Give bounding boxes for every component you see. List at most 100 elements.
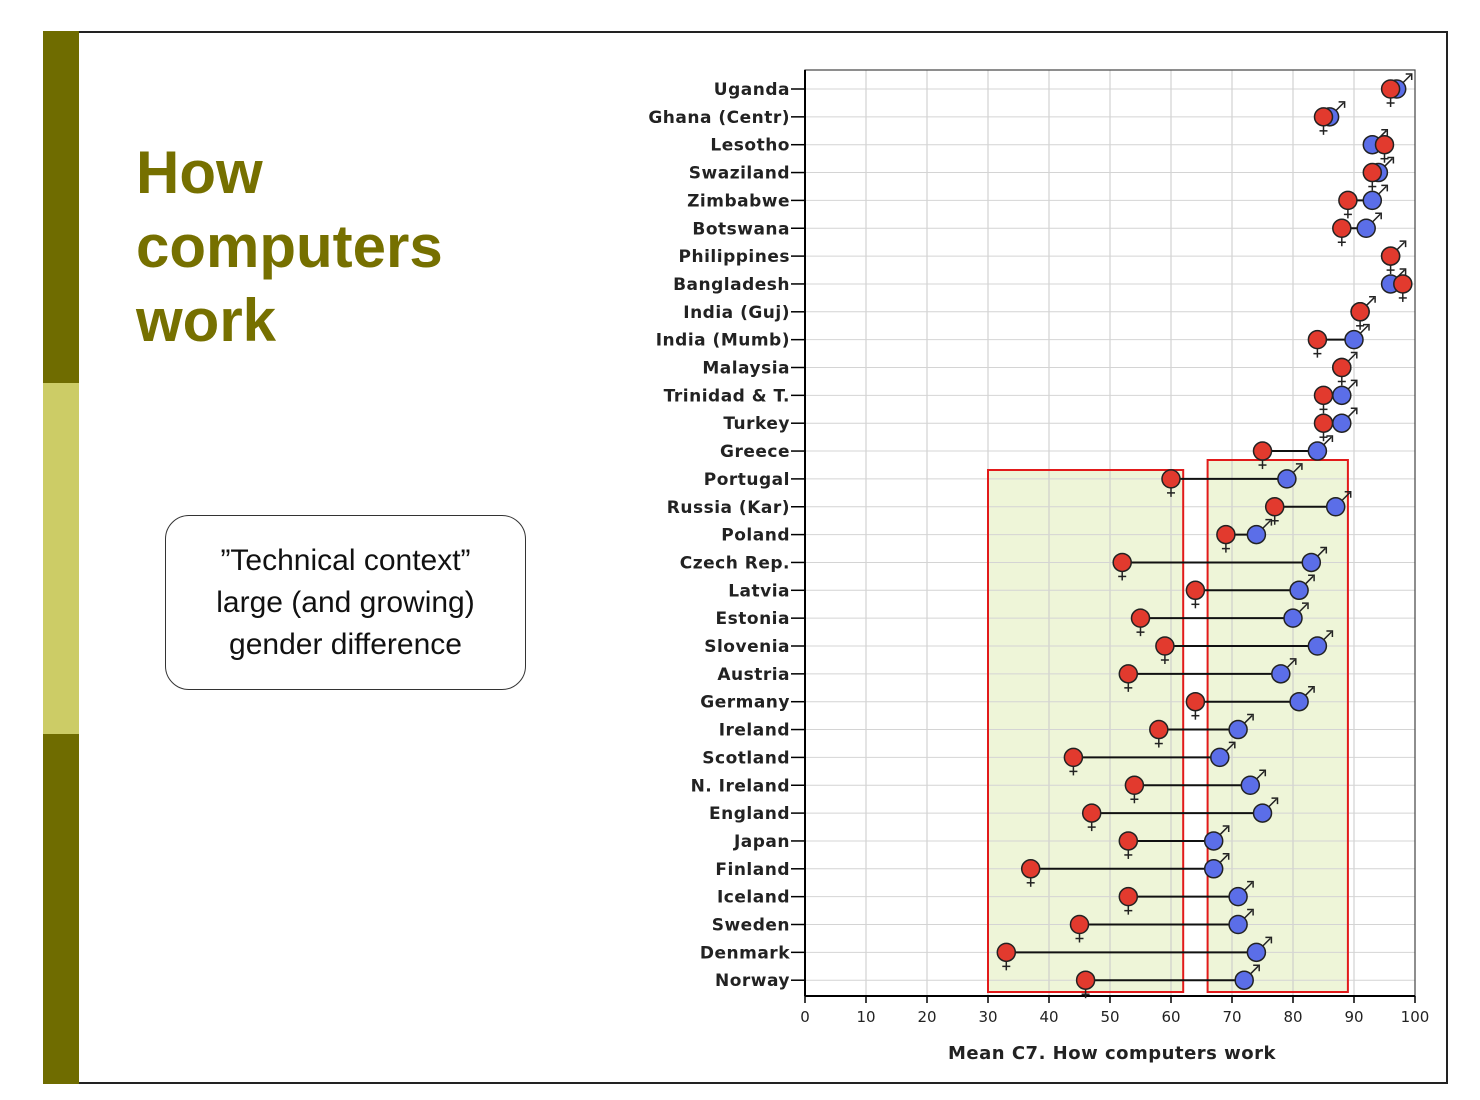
x-tick-label: 100: [1401, 1008, 1430, 1026]
x-tick-label: 80: [1283, 1008, 1302, 1026]
female-point: [1112, 552, 1132, 573]
category-label: Greece: [720, 442, 790, 462]
male-point: [1325, 497, 1346, 517]
female-point: [1185, 691, 1206, 712]
male-symbol-arrowhead: [1350, 407, 1358, 415]
slide-title-line: How: [136, 139, 263, 206]
highlight-box-outline: [1206, 459, 1349, 993]
male-point: [1301, 552, 1322, 573]
x-tick-label: 30: [978, 1008, 997, 1026]
male-point: [1277, 469, 1297, 489]
male-symbol-arrowhead: [1222, 853, 1230, 860]
category-label: Ireland: [719, 721, 790, 741]
male-symbol-arrowhead: [1381, 128, 1389, 136]
female-point: [1185, 580, 1206, 601]
female-point: [1313, 107, 1334, 127]
category-label: Japan: [733, 832, 790, 852]
female-point: [1216, 524, 1236, 545]
male-symbol-arrow: [1292, 464, 1302, 474]
male-symbol-arrowhead: [1265, 936, 1273, 944]
female-point: [1020, 859, 1041, 879]
male-symbol-arrow: [1322, 436, 1332, 446]
male-symbol-arrowhead: [1375, 212, 1382, 220]
x-tick-label: 90: [1344, 1008, 1363, 1026]
male-symbol-arrow: [1261, 520, 1271, 530]
male-point: [1228, 719, 1248, 740]
male-point: [1332, 413, 1352, 433]
female-point: [1161, 469, 1181, 489]
female-point: [1264, 497, 1285, 517]
slide-title-line: computers: [136, 213, 443, 280]
female-point: [1362, 162, 1383, 183]
callout-line: large (and growing): [216, 585, 475, 619]
category-label: Lesotho: [710, 136, 790, 156]
male-point: [1362, 190, 1383, 211]
male-symbol-arrowhead: [1387, 156, 1395, 164]
male-point: [1307, 441, 1328, 461]
male-symbol-arrowhead: [1350, 379, 1358, 387]
male-symbol-arrow: [1322, 631, 1332, 641]
male-point: [1228, 914, 1248, 935]
male-symbol-arrowhead: [1271, 797, 1279, 805]
male-point: [1203, 831, 1224, 851]
male-symbol-arrow: [1377, 185, 1387, 195]
x-tick-label: 60: [1161, 1008, 1180, 1026]
male-point: [1252, 803, 1273, 823]
category-label: N. Ireland: [691, 776, 790, 796]
male-symbol-arrowhead: [1259, 769, 1267, 777]
female-point: [1313, 413, 1334, 433]
category-label: Swaziland: [689, 164, 790, 184]
female-point: [1063, 747, 1084, 768]
male-point: [1246, 942, 1267, 963]
male-symbol-arrowhead: [1381, 184, 1389, 192]
category-label: Philippines: [679, 247, 790, 267]
category-label: India (Mumb): [656, 331, 790, 351]
male-symbol-arrow: [1243, 882, 1253, 892]
male-symbol-arrowhead: [1308, 685, 1315, 693]
male-symbol-arrow: [1383, 158, 1393, 168]
male-symbol-arrowhead: [1338, 101, 1346, 108]
male-point: [1246, 524, 1267, 545]
category-label: Finland: [715, 860, 790, 880]
male-symbol-arrow: [1335, 102, 1345, 112]
accent-bar-bottom: [43, 734, 79, 1084]
category-label: Estonia: [716, 609, 790, 629]
female-point: [1338, 190, 1358, 211]
category-label: Ghana (Centr): [648, 108, 790, 128]
male-symbol-arrowhead: [1295, 463, 1303, 470]
x-axis-title: Mean C7. How computers work: [948, 1043, 1277, 1064]
male-point: [1356, 218, 1376, 238]
female-point: [1307, 329, 1328, 350]
category-label: Uganda: [714, 80, 790, 100]
category-label: Czech Rep.: [680, 553, 790, 573]
male-symbol-arrowhead: [1344, 491, 1352, 498]
male-symbol-arrow: [1347, 352, 1357, 363]
male-symbol-arrowhead: [1289, 658, 1297, 665]
callout-line: gender difference: [229, 627, 462, 661]
female-point: [1332, 357, 1352, 378]
male-point: [1210, 747, 1230, 768]
female-point: [1130, 608, 1151, 628]
category-label: Russia (Kar): [667, 498, 790, 518]
male-symbol-arrowhead: [1308, 574, 1315, 582]
callout-line: ”Technical context”: [220, 543, 471, 577]
category-label: Norway: [715, 971, 790, 991]
male-symbol-arrow: [1341, 492, 1351, 502]
category-label: Latvia: [728, 581, 790, 601]
male-symbol-arrow: [1365, 297, 1375, 307]
category-label: Bangladesh: [673, 275, 790, 295]
female-point: [1313, 385, 1334, 406]
male-symbol-arrowhead: [1253, 964, 1260, 972]
category-label: India (Guj): [683, 303, 790, 323]
male-symbol-arrow: [1359, 325, 1369, 335]
male-symbol-arrow: [1347, 380, 1357, 390]
male-symbol-arrow: [1396, 241, 1406, 251]
callout-box: ”Technical context” large (and growing) …: [165, 515, 526, 690]
female-point: [1124, 775, 1145, 795]
x-tick-label: 70: [1222, 1008, 1241, 1026]
male-symbol-arrowhead: [1247, 908, 1254, 916]
male-point: [1228, 886, 1248, 907]
male-point: [1289, 691, 1309, 712]
female-point: [996, 942, 1017, 963]
dumbbell-chart: 0 10 20 30 40 50 60 70 80 90 100 Mean C7. How compu…: [648, 69, 1430, 1064]
